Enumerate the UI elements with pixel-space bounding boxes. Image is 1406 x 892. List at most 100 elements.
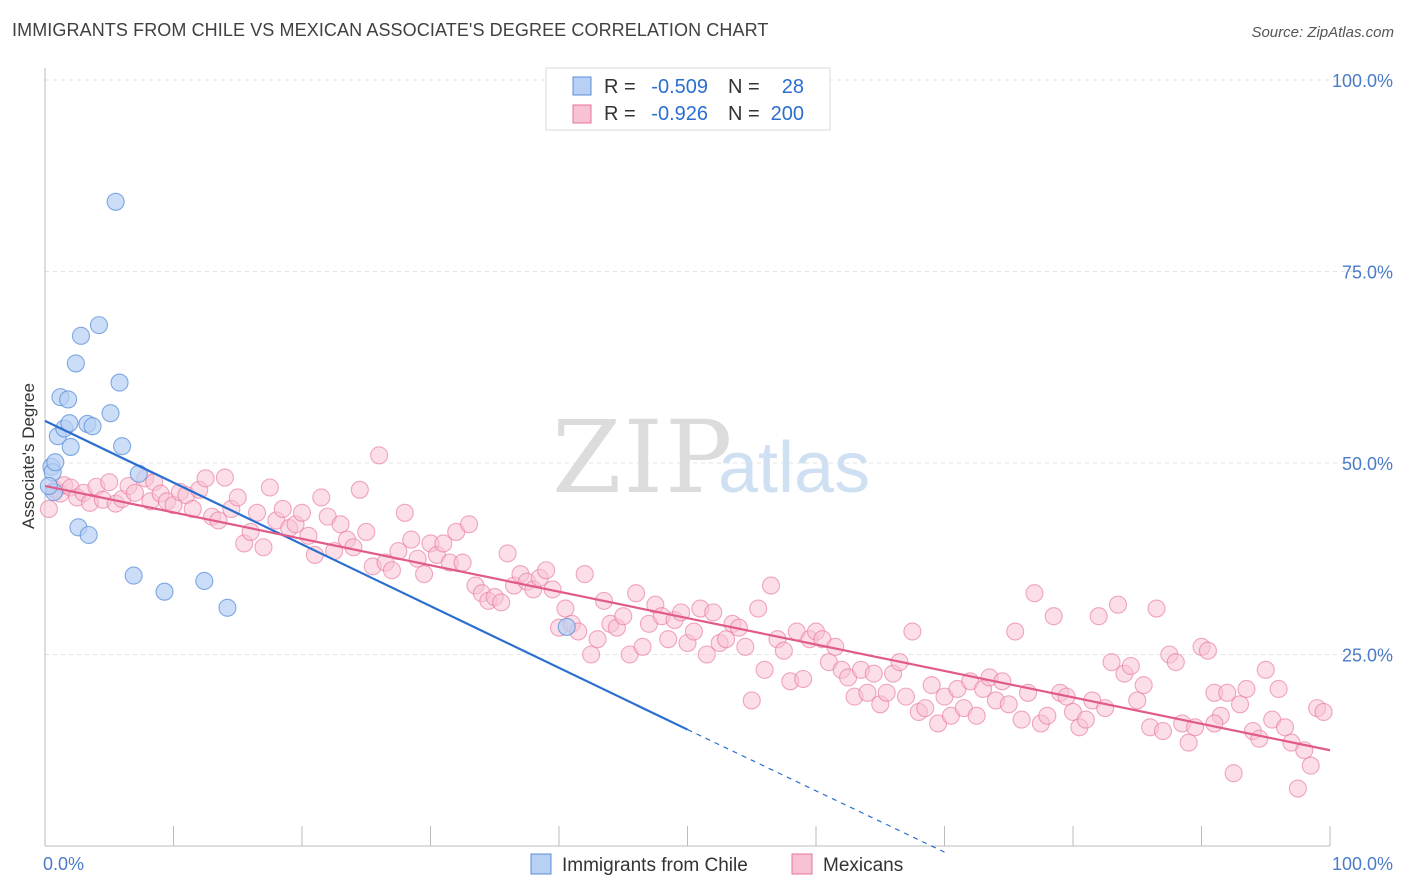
chile-trend-line xyxy=(44,419,688,731)
mexicans-point xyxy=(292,503,312,522)
mexicans-point xyxy=(704,603,723,622)
mexicans-trend-line xyxy=(44,484,1331,752)
bottom-legend-swatch-mexicans xyxy=(791,853,813,875)
mexicans-point xyxy=(196,469,215,488)
mexicans-point xyxy=(1269,679,1288,699)
chile-point xyxy=(66,354,85,373)
mexicans-point xyxy=(1256,660,1275,679)
chile-point xyxy=(89,316,109,335)
mexicans-point xyxy=(434,534,453,553)
mexicans-point xyxy=(1231,695,1250,714)
chile-point xyxy=(61,437,80,456)
x-tick-label-max: 100.0% xyxy=(1332,854,1393,874)
mexicans-point xyxy=(247,503,267,522)
mexicans-point xyxy=(659,630,678,649)
mexicans-point xyxy=(260,478,279,497)
mexicans-point xyxy=(736,637,755,656)
mexicans-point xyxy=(1006,622,1025,641)
mexicans-point xyxy=(858,683,877,702)
mexicans-point xyxy=(761,576,781,595)
mexicans-point xyxy=(1301,756,1320,775)
y-tick-label: 100.0% xyxy=(1332,71,1393,91)
mexicans-point xyxy=(864,664,883,683)
bottom-legend: Immigrants from Chile Mexicans xyxy=(530,853,903,876)
y-tick-label: 75.0% xyxy=(1342,263,1393,283)
legend-r-value-mexicans: -0.926 xyxy=(651,103,708,125)
chile-point xyxy=(106,192,125,211)
mexicans-point xyxy=(1012,710,1031,729)
y-tick-label: 50.0% xyxy=(1342,454,1393,474)
mexicans-point xyxy=(228,488,247,507)
mexicans-point xyxy=(1198,641,1217,660)
chart-title: IMMIGRANTS FROM CHILE VS MEXICAN ASSOCIA… xyxy=(12,20,769,40)
chile-point xyxy=(59,390,78,409)
gridlines xyxy=(45,79,1392,655)
mexicans-point xyxy=(1076,710,1095,729)
watermark-zip: ZIP xyxy=(552,399,734,516)
mexicans-point xyxy=(877,683,896,702)
chile-point xyxy=(101,404,120,423)
mexicans-point xyxy=(556,599,575,618)
mexicans-point xyxy=(697,645,716,664)
mexicans-point xyxy=(684,622,703,641)
mexicans-point xyxy=(1205,714,1224,733)
bottom-legend-label-mexicans: Mexicans xyxy=(823,855,903,876)
chile-point xyxy=(124,566,143,585)
mexicans-point xyxy=(395,503,414,522)
mexicans-point xyxy=(100,473,119,492)
chile-point xyxy=(155,582,174,601)
mexicans-point xyxy=(1153,722,1172,741)
mexicans-point xyxy=(1224,764,1243,783)
trend-lines xyxy=(44,419,1331,853)
mexicans-point xyxy=(1314,702,1333,722)
y-tick-label: 25.0% xyxy=(1342,646,1393,666)
mexicans-point xyxy=(1128,691,1147,710)
mexicans-point xyxy=(896,687,916,706)
bottom-legend-label-chile: Immigrants from Chile xyxy=(562,855,748,876)
y-tick-labels: 25.0% 50.0% 75.0% 100.0% xyxy=(1332,71,1393,666)
mexicans-point xyxy=(492,593,511,612)
mexicans-point xyxy=(312,488,331,507)
mexicans-point xyxy=(967,706,986,725)
chile-point xyxy=(557,617,576,636)
mexicans-point xyxy=(1179,733,1198,752)
mexicans-point xyxy=(305,545,324,564)
mexicans-point xyxy=(1288,779,1307,798)
mexicans-point xyxy=(575,565,594,584)
mexicans-point xyxy=(633,637,652,656)
legend-r-value-chile: -0.509 xyxy=(651,76,708,98)
mexicans-point xyxy=(582,645,601,664)
mexicans-point xyxy=(1237,679,1256,699)
mexicans-point xyxy=(357,522,376,541)
chile-point xyxy=(46,453,65,472)
y-axis-label: Associate's Degree xyxy=(19,383,38,529)
mexicans-point xyxy=(588,630,607,649)
watermark-atlas: atlas xyxy=(718,428,870,508)
mexicans-point xyxy=(1044,607,1063,626)
legend-n-value-mexicans: 200 xyxy=(771,103,804,125)
chile-point xyxy=(218,598,237,617)
mexicans-point xyxy=(1025,584,1044,603)
x-axis-ticks xyxy=(173,826,1331,846)
mexicans-point xyxy=(916,699,935,718)
mexicans-point xyxy=(999,695,1018,714)
chile-point xyxy=(83,417,102,436)
legend-n-label-chile: N = xyxy=(728,76,760,98)
mexicans-point xyxy=(794,669,813,689)
mexicans-point xyxy=(1275,718,1295,737)
chile-point xyxy=(195,571,214,591)
mexicans-point xyxy=(742,691,761,710)
chile-trend-extension xyxy=(687,729,945,853)
bottom-legend-swatch-chile xyxy=(530,853,552,875)
mexicans-point xyxy=(1038,706,1057,725)
mexicans-point xyxy=(39,499,58,519)
mexicans-point xyxy=(498,544,517,563)
mexicans-point xyxy=(453,553,472,572)
mexicans-point xyxy=(459,515,479,534)
mexicans-point xyxy=(922,676,941,695)
mexicans-point xyxy=(774,641,793,660)
legend-swatch-chile xyxy=(572,76,592,96)
mexicans-point xyxy=(1134,676,1153,695)
legend-n-value-chile: 28 xyxy=(782,76,804,98)
